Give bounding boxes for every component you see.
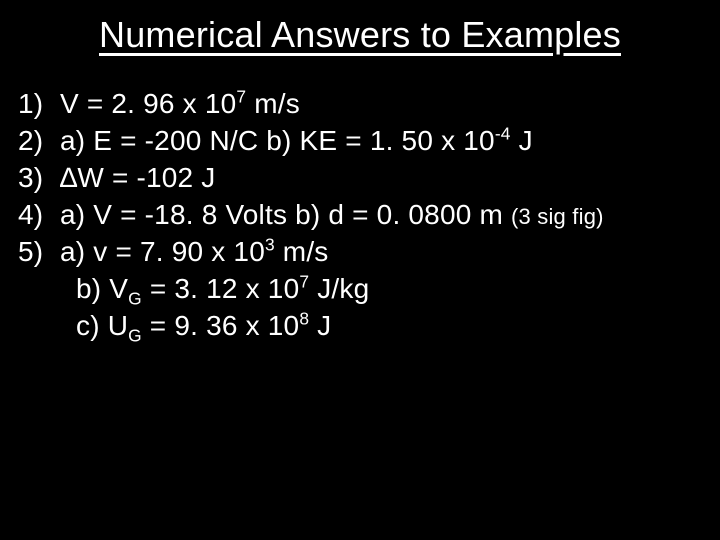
answer-line-5b: b) VG = 3. 12 x 107 J/kg	[18, 271, 702, 308]
subscript: G	[128, 288, 142, 308]
answer-text: m/s	[275, 236, 329, 267]
answer-text: J	[309, 310, 331, 341]
answer-text: a) v = 7. 90 x 10	[60, 236, 265, 267]
answer-text: = 9. 36 x 10	[142, 310, 300, 341]
answer-text: a) E = -200 N/C b) KE = 1. 50 x 10	[60, 125, 495, 156]
answer-text: J	[511, 125, 533, 156]
content-area: 1)V = 2. 96 x 107 m/s 2)a) E = -200 N/C …	[0, 86, 720, 345]
list-number: 1)	[18, 86, 60, 123]
list-number: 2)	[18, 123, 60, 160]
slide: Numerical Answers to Examples 1)V = 2. 9…	[0, 0, 720, 540]
answer-text: J/kg	[309, 273, 369, 304]
exponent: 8	[299, 308, 309, 328]
answer-line-5c: c) UG = 9. 36 x 108 J	[18, 308, 702, 345]
sigfig-note: (3 sig fig)	[511, 204, 604, 229]
list-number: 4)	[18, 197, 60, 234]
answer-line-5: 5)a) v = 7. 90 x 103 m/s	[18, 234, 702, 271]
slide-title: Numerical Answers to Examples	[0, 14, 720, 56]
exponent: -4	[495, 124, 511, 144]
exponent: 7	[299, 271, 309, 291]
answer-text: m/s	[246, 88, 300, 119]
subscript: G	[128, 325, 142, 345]
answer-text: b) V	[76, 273, 128, 304]
exponent: 7	[236, 87, 246, 107]
answer-text: V = 2. 96 x 10	[60, 88, 236, 119]
answer-line-3: 3)∆W = -102 J	[18, 160, 702, 197]
answer-text: = 3. 12 x 10	[142, 273, 300, 304]
answer-text: a) V = -18. 8 Volts b) d = 0. 0800 m	[60, 199, 511, 230]
answer-line-4: 4)a) V = -18. 8 Volts b) d = 0. 0800 m (…	[18, 197, 702, 234]
answer-text: c) U	[76, 310, 128, 341]
answer-text: ∆W = -102 J	[60, 162, 216, 193]
answer-line-1: 1)V = 2. 96 x 107 m/s	[18, 86, 702, 123]
list-number: 5)	[18, 234, 60, 271]
list-number: 3)	[18, 160, 60, 197]
answer-line-2: 2)a) E = -200 N/C b) KE = 1. 50 x 10-4 J	[18, 123, 702, 160]
exponent: 3	[265, 234, 275, 254]
